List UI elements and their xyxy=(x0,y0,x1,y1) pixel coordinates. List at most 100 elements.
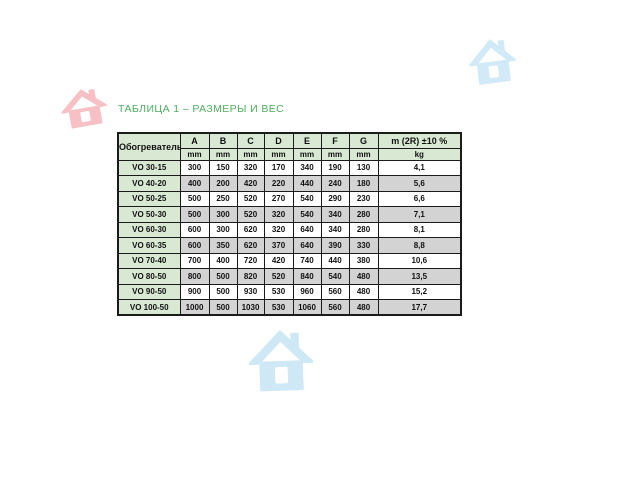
value-cell: 290 xyxy=(320,190,350,207)
unit-header: mm xyxy=(208,147,238,161)
model-cell: VO 30-15 xyxy=(117,159,181,176)
value-cell: 540 xyxy=(292,206,322,223)
value-cell: 820 xyxy=(236,268,265,285)
value-cell: 500 xyxy=(179,190,210,207)
value-cell: 600 xyxy=(179,237,210,254)
value-cell: 540 xyxy=(292,190,322,207)
value-cell: 340 xyxy=(292,159,322,176)
value-cell: 350 xyxy=(208,237,238,254)
value-cell: 620 xyxy=(236,237,265,254)
value-cell: 600 xyxy=(179,221,210,238)
unit-header: mm xyxy=(292,147,322,161)
value-cell: 17,7 xyxy=(377,299,462,316)
model-cell: VO 40-20 xyxy=(117,175,181,192)
value-cell: 190 xyxy=(320,159,350,176)
model-cell: VO 50-30 xyxy=(117,206,181,223)
value-cell: 130 xyxy=(348,159,379,176)
unit-header: mm xyxy=(236,147,265,161)
column-header-g: G xyxy=(348,132,379,149)
model-cell: VO 50-25 xyxy=(117,190,181,207)
value-cell: 220 xyxy=(263,175,294,192)
table-row: VO 60-35 600 350 620 370 640 390 330 8,8 xyxy=(117,237,462,254)
model-cell: VO 90-50 xyxy=(117,283,181,300)
column-header-d: D xyxy=(263,132,294,149)
value-cell: 1030 xyxy=(236,299,265,316)
value-cell: 720 xyxy=(236,252,265,269)
dimensions-weight-table: Обогреватель A B C D E F G m (2R) ±10 % … xyxy=(117,132,462,316)
unit-header: mm xyxy=(348,147,379,161)
value-cell: 500 xyxy=(208,283,238,300)
value-cell: 300 xyxy=(179,159,210,176)
value-cell: 390 xyxy=(320,237,350,254)
value-cell: 170 xyxy=(263,159,294,176)
value-cell: 480 xyxy=(348,268,379,285)
table-row: VO 80-50 800 500 820 520 840 540 480 13,… xyxy=(117,268,462,285)
value-cell: 8,8 xyxy=(377,237,462,254)
value-cell: 380 xyxy=(348,252,379,269)
column-header-a: A xyxy=(179,132,210,149)
value-cell: 740 xyxy=(292,252,322,269)
value-cell: 960 xyxy=(292,283,322,300)
value-cell: 440 xyxy=(292,175,322,192)
value-cell: 620 xyxy=(236,221,265,238)
value-cell: 8,1 xyxy=(377,221,462,238)
value-cell: 520 xyxy=(236,190,265,207)
column-header-b: B xyxy=(208,132,238,149)
table-row: VO 100-50 1000 500 1030 530 1060 560 480… xyxy=(117,299,462,316)
value-cell: 480 xyxy=(348,299,379,316)
unit-header: mm xyxy=(320,147,350,161)
value-cell: 340 xyxy=(320,221,350,238)
house-icon-blue-bottom xyxy=(248,329,314,393)
value-cell: 280 xyxy=(348,206,379,223)
value-cell: 1060 xyxy=(292,299,322,316)
value-cell: 320 xyxy=(263,206,294,223)
unit-header: mm xyxy=(179,147,210,161)
value-cell: 400 xyxy=(179,175,210,192)
value-cell: 6,6 xyxy=(377,190,462,207)
value-cell: 900 xyxy=(179,283,210,300)
value-cell: 5,6 xyxy=(377,175,462,192)
value-cell: 4,1 xyxy=(377,159,462,176)
value-cell: 500 xyxy=(208,299,238,316)
value-cell: 180 xyxy=(348,175,379,192)
table-row: VO 50-25 500 250 520 270 540 290 230 6,6 xyxy=(117,190,462,207)
column-header-c: C xyxy=(236,132,265,149)
table-row: VO 60-30 600 300 620 320 640 340 280 8,1 xyxy=(117,221,462,238)
value-cell: 300 xyxy=(208,221,238,238)
value-cell: 280 xyxy=(348,221,379,238)
value-cell: 320 xyxy=(263,221,294,238)
table-row: VO 90-50 900 500 930 530 960 560 480 15,… xyxy=(117,283,462,300)
value-cell: 800 xyxy=(179,268,210,285)
value-cell: 270 xyxy=(263,190,294,207)
value-cell: 440 xyxy=(320,252,350,269)
value-cell: 520 xyxy=(263,268,294,285)
value-cell: 530 xyxy=(263,283,294,300)
column-header-f: F xyxy=(320,132,350,149)
value-cell: 480 xyxy=(348,283,379,300)
model-cell: VO 70-40 xyxy=(117,252,181,269)
value-cell: 640 xyxy=(292,237,322,254)
value-cell: 500 xyxy=(208,268,238,285)
table-row: VO 50-30 500 300 520 320 540 340 280 7,1 xyxy=(117,206,462,223)
model-cell: VO 60-30 xyxy=(117,221,181,238)
value-cell: 640 xyxy=(292,221,322,238)
header-row: Обогреватель A B C D E F G m (2R) ±10 % xyxy=(117,132,462,161)
value-cell: 150 xyxy=(208,159,238,176)
units-row: mm mm mm mm mm mm mm kg xyxy=(118,147,462,161)
corner-header: Обогреватель xyxy=(117,132,181,161)
value-cell: 520 xyxy=(236,206,265,223)
value-cell: 700 xyxy=(179,252,210,269)
value-cell: 1000 xyxy=(179,299,210,316)
value-cell: 930 xyxy=(236,283,265,300)
value-cell: 560 xyxy=(320,283,350,300)
value-cell: 200 xyxy=(208,175,238,192)
value-cell: 13,5 xyxy=(377,268,462,285)
value-cell: 420 xyxy=(236,175,265,192)
column-header-e: E xyxy=(292,132,322,149)
value-cell: 240 xyxy=(320,175,350,192)
house-icon-blue-top-right xyxy=(466,36,518,86)
value-cell: 370 xyxy=(263,237,294,254)
value-cell: 420 xyxy=(263,252,294,269)
unit-header: kg xyxy=(377,147,462,161)
